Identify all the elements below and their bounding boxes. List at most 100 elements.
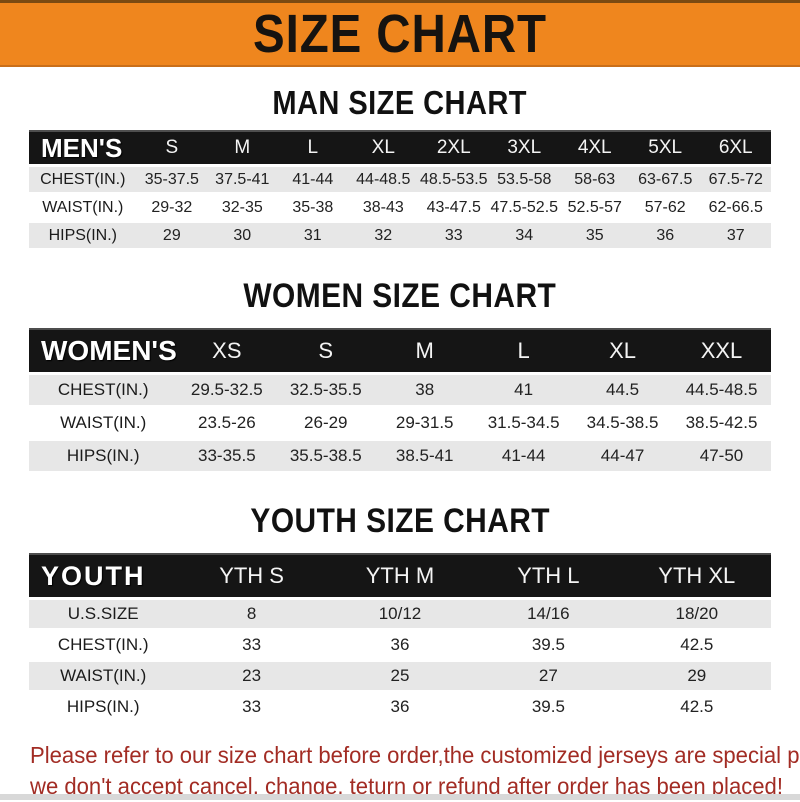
man-size-chart-col-header: 4XL <box>559 130 630 164</box>
women-size-chart-cell: 38 <box>375 375 475 405</box>
youth-size-chart-title-text: YOUTH SIZE CHART <box>250 502 550 540</box>
women-size-chart-col-header: XXL <box>672 328 771 372</box>
man-size-chart-cell: 63-67.5 <box>629 167 701 192</box>
youth-size-chart-col-header: YTH M <box>325 553 475 597</box>
man-size-chart-cell: 35-37.5 <box>136 167 208 192</box>
man-size-chart-col-header: S <box>136 130 208 164</box>
bottom-edge-strip <box>0 794 800 800</box>
man-size-chart-cell: 33 <box>418 223 489 248</box>
women-size-chart-cell: 41-44 <box>474 441 574 471</box>
women-size-chart-cell: 44.5 <box>573 375 672 405</box>
man-size-chart-cell: 37 <box>700 223 771 248</box>
man-size-chart-section: MAN SIZE CHART MEN'S S M L XL 2XL 3XL 4XL 5XL 6XL C… <box>0 85 800 251</box>
women-size-chart-cell: 38.5-41 <box>375 441 475 471</box>
youth-size-chart-cell: 36 <box>390 697 410 716</box>
youth-size-chart-row: CHEST(IN.) 33 36 39.5 42.5 <box>29 631 771 659</box>
man-size-chart-cell: 43-47.5 <box>426 198 481 216</box>
man-size-chart-cell: 31 <box>277 223 349 248</box>
women-size-chart-col-header: L <box>474 328 574 372</box>
man-size-chart-col-header: 6XL <box>700 130 771 164</box>
man-size-chart-title: MAN SIZE CHART <box>0 85 800 121</box>
youth-size-chart-cell: 42.5 <box>680 697 714 716</box>
man-size-chart-header-row: MEN'S S M L XL 2XL 3XL 4XL 5XL 6XL <box>29 130 771 164</box>
man-size-chart-row-label: CHEST(IN.) <box>29 167 137 192</box>
man-size-chart-cell: 37.5-41 <box>207 167 278 192</box>
man-size-chart-cell: 30 <box>207 223 278 248</box>
youth-size-chart-col-header: YTH XL <box>622 553 771 597</box>
women-size-chart-cell: 33-35.5 <box>177 441 277 471</box>
man-size-chart-col-header: M <box>207 130 278 164</box>
man-size-chart-cell: 48.5-53.5 <box>418 167 489 192</box>
youth-size-chart-cell: 36 <box>390 635 410 654</box>
man-size-chart-cell: 62-66.5 <box>708 198 763 216</box>
youth-size-chart-title: YOUTH SIZE CHART <box>0 502 800 540</box>
women-size-chart-cell: 44.5-48.5 <box>672 375 771 405</box>
youth-size-chart-cell: 42.5 <box>680 635 714 654</box>
man-size-chart-cell: 58-63 <box>559 167 630 192</box>
man-size-chart-cell: 36 <box>629 223 701 248</box>
man-size-chart-table: MEN'S S M L XL 2XL 3XL 4XL 5XL 6XL CHEST(IN.) 35-37… <box>29 127 771 251</box>
man-size-chart-col-header: 3XL <box>489 130 560 164</box>
women-size-chart-cell: 29-31.5 <box>395 413 454 432</box>
sections-container: MAN SIZE CHART MEN'S S M L XL 2XL 3XL 4XL 5XL 6XL C… <box>0 85 800 724</box>
man-size-chart-cell: 44-48.5 <box>348 167 419 192</box>
youth-size-chart-row-label: U.S.SIZE <box>29 600 178 628</box>
youth-size-chart-cell: 23 <box>177 662 326 690</box>
youth-size-chart-header-label: YOUTH <box>29 553 178 597</box>
man-size-chart-cell: 32-35 <box>221 198 263 216</box>
women-size-chart-row-label: HIPS(IN.) <box>29 441 178 471</box>
youth-size-chart-cell: 39.5 <box>531 697 565 716</box>
banner: SIZE CHART <box>0 0 800 67</box>
footer-line-1: Please refer to our size chart before or… <box>30 742 800 768</box>
youth-size-chart-row: HIPS(IN.) 33 36 39.5 42.5 <box>29 693 771 721</box>
women-size-chart-row: CHEST(IN.) 29.5-32.5 32.5-35.5 38 41 44.5 44.5… <box>29 375 771 405</box>
youth-size-chart-cell: 29 <box>622 662 771 690</box>
man-size-chart-col-header: XL <box>348 130 419 164</box>
youth-size-chart-row-label: CHEST(IN.) <box>57 635 149 654</box>
footer-note: Please refer to our size chart before or… <box>30 740 800 802</box>
women-size-chart-table: WOMEN'S XS S M L XL XXL CHEST(IN.) 29.5-32.5 32.5… <box>29 325 771 474</box>
man-size-chart-cell: 29 <box>136 223 208 248</box>
women-size-chart-cell: 29.5-32.5 <box>177 375 277 405</box>
youth-size-chart-header-row: YOUTH YTH S YTH M YTH L YTH XL <box>29 553 771 597</box>
women-size-chart-row: HIPS(IN.) 33-35.5 35.5-38.5 38.5-41 41-44 44-… <box>29 441 771 471</box>
youth-size-chart-cell: 18/20 <box>622 600 771 628</box>
man-size-chart-cell: 47.5-52.5 <box>490 198 559 216</box>
youth-size-chart-row-label: WAIST(IN.) <box>29 662 178 690</box>
man-size-chart-col-header: 2XL <box>418 130 489 164</box>
man-size-chart-title-text: MAN SIZE CHART <box>272 84 528 121</box>
women-size-chart-cell: 26-29 <box>304 413 348 432</box>
man-size-chart-row: HIPS(IN.) 29 30 31 32 33 34 35 36 37 <box>29 223 771 248</box>
women-size-chart-col-header: S <box>276 328 376 372</box>
youth-size-chart-cell: 14/16 <box>474 600 623 628</box>
man-size-chart-row: CHEST(IN.) 35-37.5 37.5-41 41-44 44-48.5 48.5… <box>29 167 771 192</box>
man-size-chart-cell: 38-43 <box>362 198 404 216</box>
youth-size-chart-row: WAIST(IN.) 23 25 27 29 <box>29 662 771 690</box>
man-size-chart-header-label: MEN'S <box>29 130 137 164</box>
women-size-chart-col-header: XL <box>573 328 672 372</box>
youth-size-chart-col-header: YTH L <box>474 553 623 597</box>
youth-size-chart-row: U.S.SIZE 8 10/12 14/16 18/20 <box>29 600 771 628</box>
youth-size-chart-table: YOUTH YTH S YTH M YTH L YTH XL U.S.SIZE 8 10/12… <box>29 550 771 724</box>
youth-size-chart-cell: 39.5 <box>531 635 565 654</box>
youth-size-chart-cell: 8 <box>177 600 326 628</box>
man-size-chart-row: WAIST(IN.) 29-32 32-35 35-38 38-43 43-47.5 47.… <box>29 195 771 220</box>
youth-size-chart-cell: 27 <box>474 662 623 690</box>
youth-size-chart-cell: 10/12 <box>325 600 475 628</box>
women-size-chart-cell: 38.5-42.5 <box>685 413 758 432</box>
man-size-chart-cell: 34 <box>489 223 560 248</box>
women-size-chart-cell: 32.5-35.5 <box>276 375 376 405</box>
man-size-chart-cell: 41-44 <box>277 167 349 192</box>
man-size-chart-cell: 53.5-58 <box>489 167 560 192</box>
women-size-chart-row-label: WAIST(IN.) <box>60 413 147 432</box>
man-size-chart-col-header: 5XL <box>629 130 701 164</box>
women-size-chart-cell: 41 <box>474 375 574 405</box>
women-size-chart-header-row: WOMEN'S XS S M L XL XXL <box>29 328 771 372</box>
women-size-chart-cell: 35.5-38.5 <box>276 441 376 471</box>
women-size-chart-title-text: WOMEN SIZE CHART <box>243 277 557 315</box>
women-size-chart-cell: 34.5-38.5 <box>586 413 659 432</box>
man-size-chart-col-header: L <box>277 130 349 164</box>
man-size-chart-cell: 35-38 <box>292 198 334 216</box>
women-size-chart-header-label: WOMEN'S <box>29 328 178 372</box>
